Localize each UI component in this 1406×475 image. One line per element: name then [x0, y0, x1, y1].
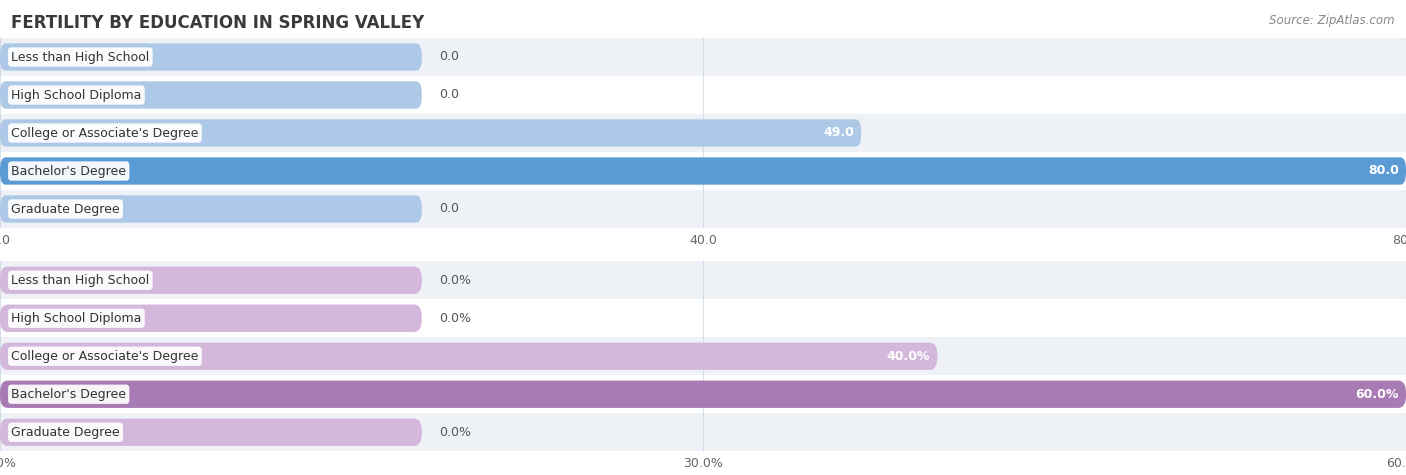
Text: Bachelor's Degree: Bachelor's Degree [11, 388, 127, 401]
Bar [0, 114, 1406, 152]
FancyBboxPatch shape [0, 380, 1406, 408]
FancyBboxPatch shape [0, 304, 422, 332]
Text: 0.0%: 0.0% [439, 312, 471, 325]
Text: High School Diploma: High School Diploma [11, 312, 142, 325]
Text: 0.0%: 0.0% [439, 274, 471, 287]
FancyBboxPatch shape [0, 266, 422, 294]
Bar [0, 375, 1406, 413]
Text: FERTILITY BY EDUCATION IN SPRING VALLEY: FERTILITY BY EDUCATION IN SPRING VALLEY [11, 14, 425, 32]
Text: Less than High School: Less than High School [11, 50, 149, 64]
Bar [0, 261, 1406, 299]
Text: 49.0: 49.0 [824, 126, 855, 140]
Bar [0, 337, 1406, 375]
Text: Source: ZipAtlas.com: Source: ZipAtlas.com [1270, 14, 1395, 27]
FancyBboxPatch shape [0, 157, 1406, 185]
Text: 0.0: 0.0 [439, 202, 458, 216]
Bar [0, 76, 1406, 114]
Text: 0.0: 0.0 [439, 88, 458, 102]
Text: Less than High School: Less than High School [11, 274, 149, 287]
Text: High School Diploma: High School Diploma [11, 88, 142, 102]
Text: 80.0: 80.0 [1368, 164, 1399, 178]
Text: Graduate Degree: Graduate Degree [11, 202, 120, 216]
FancyBboxPatch shape [0, 342, 938, 370]
FancyBboxPatch shape [0, 195, 422, 223]
Text: 60.0%: 60.0% [1355, 388, 1399, 401]
Bar [0, 38, 1406, 76]
Text: 0.0: 0.0 [439, 50, 458, 64]
Text: Bachelor's Degree: Bachelor's Degree [11, 164, 127, 178]
FancyBboxPatch shape [0, 418, 422, 446]
FancyBboxPatch shape [0, 43, 422, 71]
Text: 40.0%: 40.0% [887, 350, 931, 363]
Text: College or Associate's Degree: College or Associate's Degree [11, 126, 198, 140]
Text: 0.0%: 0.0% [439, 426, 471, 439]
FancyBboxPatch shape [0, 81, 422, 109]
Bar [0, 190, 1406, 228]
Bar [0, 152, 1406, 190]
Bar [0, 413, 1406, 451]
Text: Graduate Degree: Graduate Degree [11, 426, 120, 439]
FancyBboxPatch shape [0, 119, 860, 147]
Bar [0, 299, 1406, 337]
Text: College or Associate's Degree: College or Associate's Degree [11, 350, 198, 363]
